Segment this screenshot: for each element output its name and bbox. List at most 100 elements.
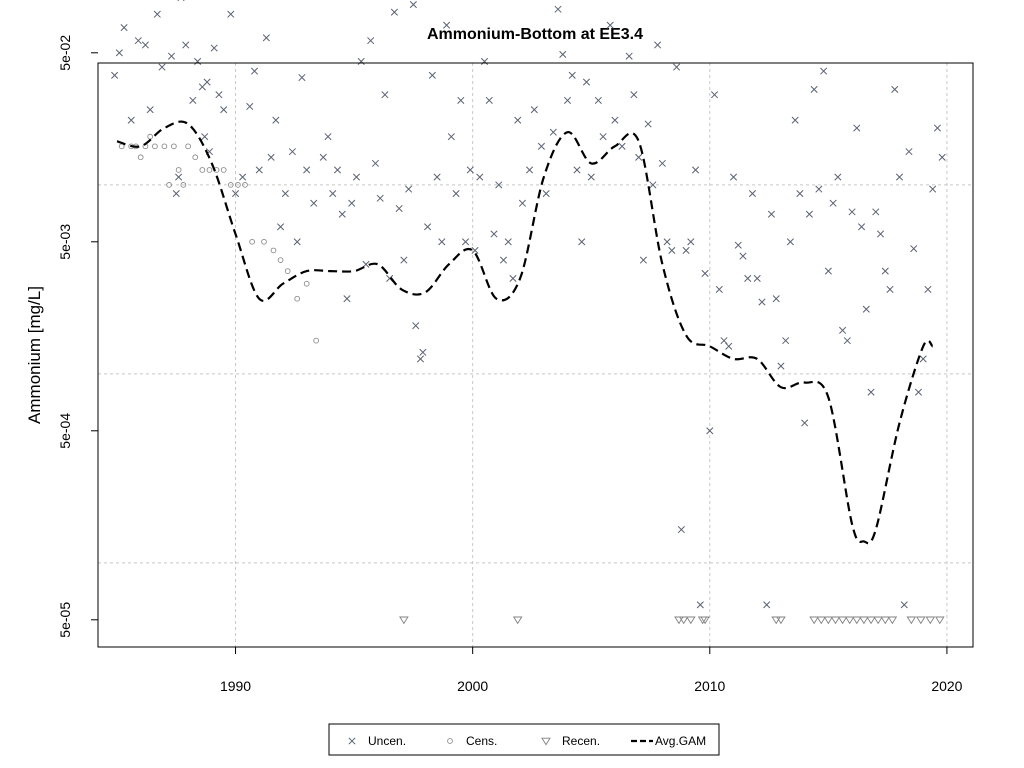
x-tick-label: 2010 [694, 678, 725, 694]
uncen-point [910, 245, 918, 253]
chart-title: Ammonium-Bottom at EE3.4 [427, 26, 643, 43]
recen-point [771, 616, 781, 625]
uncen-point [428, 71, 436, 79]
uncen-point [824, 267, 832, 275]
uncen-point [182, 41, 190, 49]
uncen-point [509, 274, 517, 282]
uncen-point [568, 71, 576, 79]
uncen-point [405, 185, 413, 193]
uncen-point [262, 34, 270, 42]
uncen-point [753, 274, 761, 282]
uncen-point [452, 189, 460, 198]
cens-point [166, 182, 172, 188]
gam-line [116, 120, 934, 545]
uncen-point [272, 116, 280, 124]
cens-point [220, 167, 227, 173]
recen-point [916, 616, 926, 625]
x-tick-label: 1990 [220, 678, 251, 694]
y-tick-label: 5e-02 [57, 35, 73, 71]
uncen-point [829, 199, 837, 207]
uncen-point [246, 102, 254, 111]
uncen-point [853, 124, 861, 132]
uncen-point [881, 267, 889, 275]
uncen-point [900, 601, 908, 609]
cens-point [152, 143, 158, 150]
recen-point [674, 616, 684, 625]
uncen-point [729, 173, 738, 181]
uncen-point [504, 238, 512, 246]
uncen-point [710, 91, 719, 99]
uncen-point [127, 116, 135, 124]
uncen-point [381, 91, 389, 99]
uncen-point [687, 238, 695, 246]
uncen-point [348, 199, 356, 207]
uncen-point [886, 285, 894, 293]
recen-point [866, 616, 876, 625]
recen-point [934, 616, 945, 625]
uncen-point [476, 173, 484, 181]
x-tick-label: 2000 [457, 678, 488, 694]
uncen-point [872, 208, 880, 216]
uncen-point [338, 210, 346, 218]
cens-point [284, 268, 291, 274]
uncen-point [203, 78, 211, 86]
uncen-point [416, 355, 425, 363]
grid-layer [98, 63, 973, 647]
cens-point [185, 143, 191, 150]
uncen-point [490, 230, 498, 238]
uncen-point [367, 37, 375, 45]
uncen-point [433, 173, 441, 181]
recen-point [873, 616, 883, 625]
cens-point [235, 182, 241, 188]
uncen-point [791, 116, 799, 124]
uncen-point [573, 166, 581, 174]
recen-point [887, 616, 898, 625]
uncen-point [554, 5, 562, 13]
uncen-point [594, 96, 602, 104]
uncen-point [220, 106, 228, 114]
uncen-point [625, 52, 633, 60]
uncen-point [606, 21, 614, 29]
uncen-point [805, 210, 813, 218]
uncen-point [471, 246, 479, 254]
uncen-point [141, 41, 149, 49]
uncen-point [692, 166, 700, 174]
recen-point [925, 616, 936, 625]
cens-point [242, 182, 248, 188]
cens-point [206, 167, 213, 173]
uncen-point [250, 67, 259, 75]
recen-point [512, 616, 523, 625]
uncen-point [419, 348, 427, 356]
uncen-point [563, 96, 572, 104]
uncen-point [834, 173, 842, 181]
uncen-point [938, 153, 946, 161]
uncen-point [801, 419, 809, 427]
uncen-point [734, 241, 742, 249]
uncen-point [701, 269, 709, 278]
recen-point [830, 616, 841, 625]
uncen-point [763, 601, 771, 609]
uncen-point [848, 208, 856, 216]
uncen-point [919, 355, 927, 363]
uncen-point [895, 173, 904, 181]
uncen-point [461, 238, 470, 246]
cens-point [294, 295, 301, 302]
cens-point [147, 133, 154, 140]
uncen-point [663, 238, 671, 246]
uncen-point [201, 133, 209, 141]
recen-point [844, 616, 855, 625]
cens-point [227, 182, 234, 188]
uncen-point [424, 223, 432, 231]
uncen-point [357, 57, 365, 66]
uncen-point [720, 337, 728, 345]
uncen-point [905, 148, 913, 156]
uncen-point [549, 128, 557, 136]
uncen-point [447, 133, 455, 141]
legend-cens-symbol [447, 738, 453, 744]
uncen-point [376, 194, 384, 202]
uncen-point [231, 189, 240, 198]
uncen-point [748, 189, 757, 198]
uncen-point [767, 210, 775, 218]
uncen-point [298, 73, 306, 82]
